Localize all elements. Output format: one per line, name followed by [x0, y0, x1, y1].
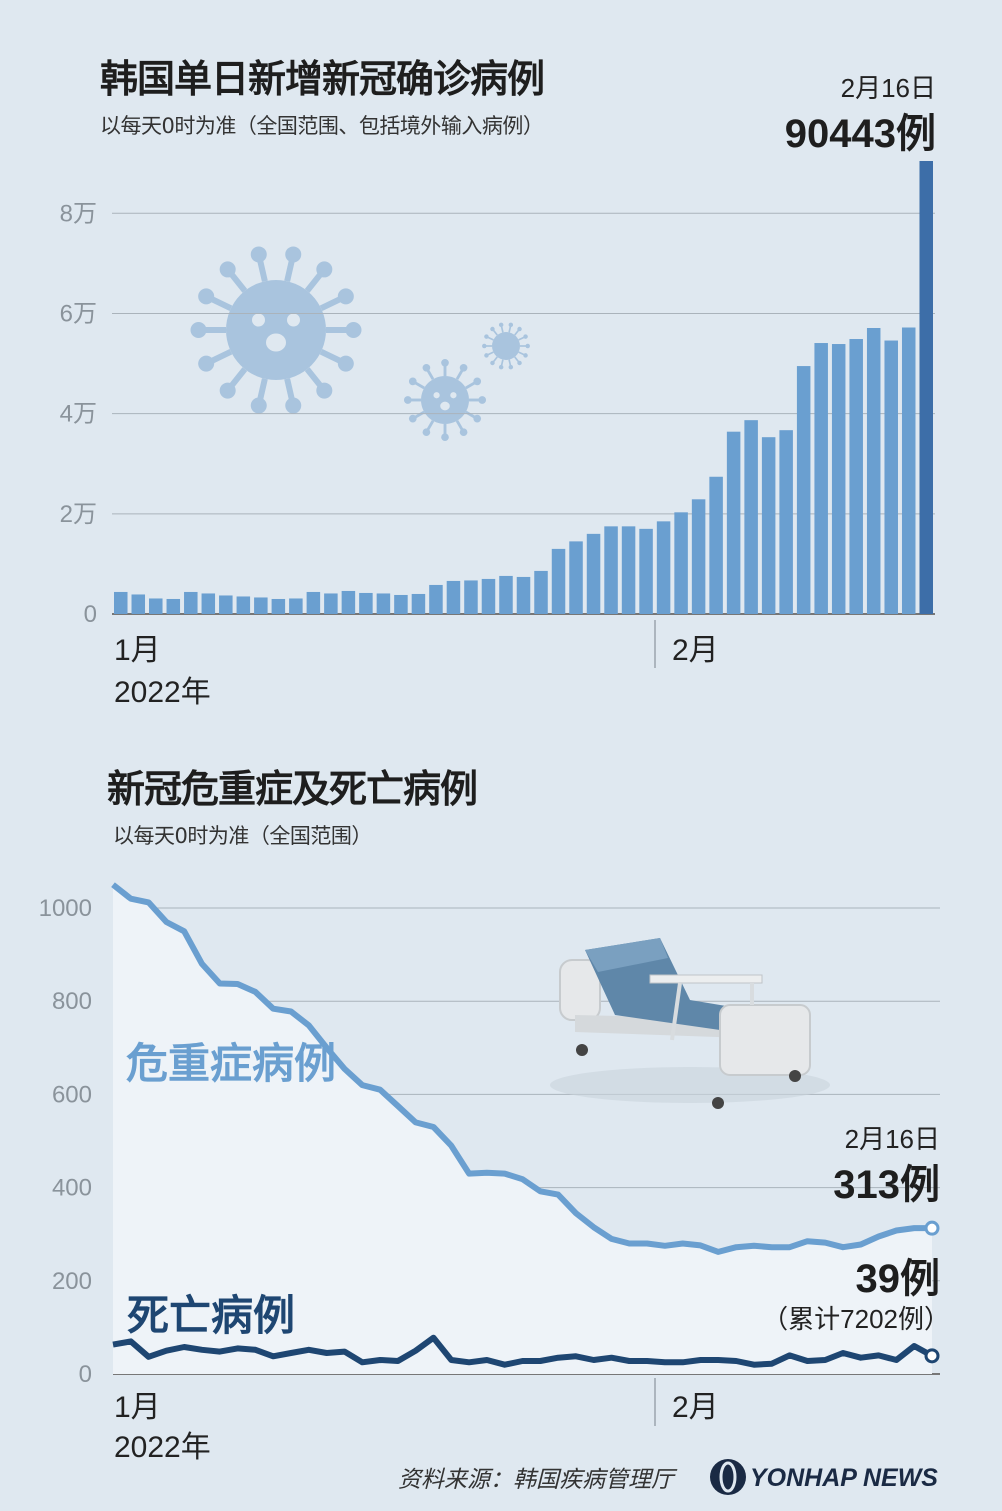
- bar: [569, 541, 583, 614]
- bar: [359, 592, 373, 614]
- line-y-tick: 800: [52, 988, 92, 1015]
- virus-medium-icon: [403, 358, 487, 442]
- bar: [901, 327, 916, 614]
- chart2-subtitle: 以每天0时为准（全国范围）: [113, 824, 372, 848]
- bar: [866, 328, 881, 614]
- bar: [236, 596, 251, 614]
- line-x-label-feb: 2月: [672, 1391, 719, 1424]
- death-end-note: （累计7202例）: [762, 1304, 950, 1334]
- bar: [324, 593, 338, 614]
- bar-y-tick: 8万: [60, 200, 97, 227]
- bar: [849, 339, 863, 614]
- bar: [184, 591, 198, 614]
- bar: [674, 512, 688, 614]
- source-text: 资料来源：韩国疾病管理厅: [398, 1467, 678, 1493]
- bar: [446, 580, 461, 614]
- virus-small-icon: [482, 322, 530, 370]
- bar: [166, 598, 181, 614]
- bar: [814, 343, 828, 614]
- line-y-tick: 1000: [39, 895, 92, 922]
- death-end-value: 39例: [856, 1257, 941, 1301]
- severe-end-marker: [924, 1220, 940, 1236]
- bar-y-tick: 0: [84, 601, 97, 628]
- severe-end-value: 313例: [833, 1163, 940, 1207]
- bar-x-label-year: 2022年: [114, 676, 211, 709]
- death-end-marker: [924, 1348, 940, 1364]
- bar: [499, 575, 513, 614]
- bar-y-tick: 2万: [60, 501, 97, 528]
- bar-y-tick: 6万: [60, 300, 97, 327]
- virus-large-icon: [190, 246, 362, 414]
- bar: [796, 366, 811, 614]
- bar: [831, 344, 846, 614]
- bar: [341, 590, 356, 614]
- chart1-subtitle: 以每天0时为准（全国范围、包括境外输入病例）: [100, 114, 544, 138]
- bar: [376, 593, 391, 614]
- bar: [201, 593, 216, 614]
- line-y-tick: 0: [79, 1361, 92, 1388]
- bar: [709, 476, 723, 614]
- bar: [289, 598, 303, 614]
- bar: [481, 578, 496, 614]
- bar-x-label-jan: 1月: [114, 634, 161, 667]
- bar: [639, 528, 653, 614]
- bar: [516, 576, 531, 614]
- bar-highlight-value: 90443例: [785, 112, 936, 156]
- bar: [604, 526, 618, 614]
- hospital-bed-icon: [550, 938, 830, 1109]
- line-y-ticks: 0 200 400 600 800 1000: [39, 895, 92, 1388]
- chart1-title: 韩国单日新增新冠确诊病例: [100, 57, 545, 101]
- line-y-tick: 600: [52, 1081, 92, 1108]
- bar: [429, 584, 443, 614]
- bar: [884, 340, 898, 614]
- bar: [254, 597, 268, 614]
- bar: [779, 430, 793, 614]
- chart2-title: 新冠危重症及死亡病例: [107, 767, 478, 811]
- line-y-tick: 200: [52, 1268, 92, 1295]
- bar-highlight-date: 2月16日: [841, 73, 936, 103]
- yonhap-logo-icon: [710, 1459, 746, 1495]
- severe-cases-line: [111, 882, 932, 1255]
- line-y-tick: 400: [52, 1175, 92, 1202]
- logo-text: YONHAP NEWS: [750, 1464, 938, 1492]
- bar: [534, 570, 548, 614]
- bar-y-tick: 4万: [60, 401, 97, 428]
- bar: [551, 548, 566, 614]
- bar: [271, 598, 286, 614]
- bar: [726, 431, 741, 614]
- line-x-label-jan: 1月: [114, 1391, 161, 1424]
- bar-x-label-feb: 2月: [672, 634, 719, 667]
- bar: [411, 593, 426, 614]
- severe-series-label: 危重症病例: [126, 1039, 336, 1088]
- bar: [131, 594, 146, 614]
- line-x-label-year: 2022年: [114, 1431, 211, 1464]
- bar: [586, 533, 601, 614]
- bar: [149, 598, 163, 614]
- bars: [114, 161, 933, 614]
- bar: [464, 580, 478, 614]
- bar: [394, 594, 408, 614]
- death-cases-line: [112, 1334, 934, 1368]
- bar: [744, 420, 758, 614]
- bar: [114, 591, 128, 614]
- bar: [761, 437, 776, 614]
- bar: [691, 499, 706, 614]
- bar: [656, 521, 671, 614]
- death-series-label: 死亡病例: [127, 1291, 295, 1340]
- bar: [919, 161, 933, 614]
- bar-y-ticks: 0 2万 4万 6万 8万: [60, 200, 97, 628]
- bar: [219, 595, 233, 614]
- severe-end-date: 2月16日: [845, 1124, 940, 1154]
- bar: [621, 526, 636, 614]
- daily-cases-bar-chart: 0 2万 4万 6万 8万 1月 2022年 2月 2月16日 90443例: [60, 73, 936, 709]
- bar: [306, 591, 321, 614]
